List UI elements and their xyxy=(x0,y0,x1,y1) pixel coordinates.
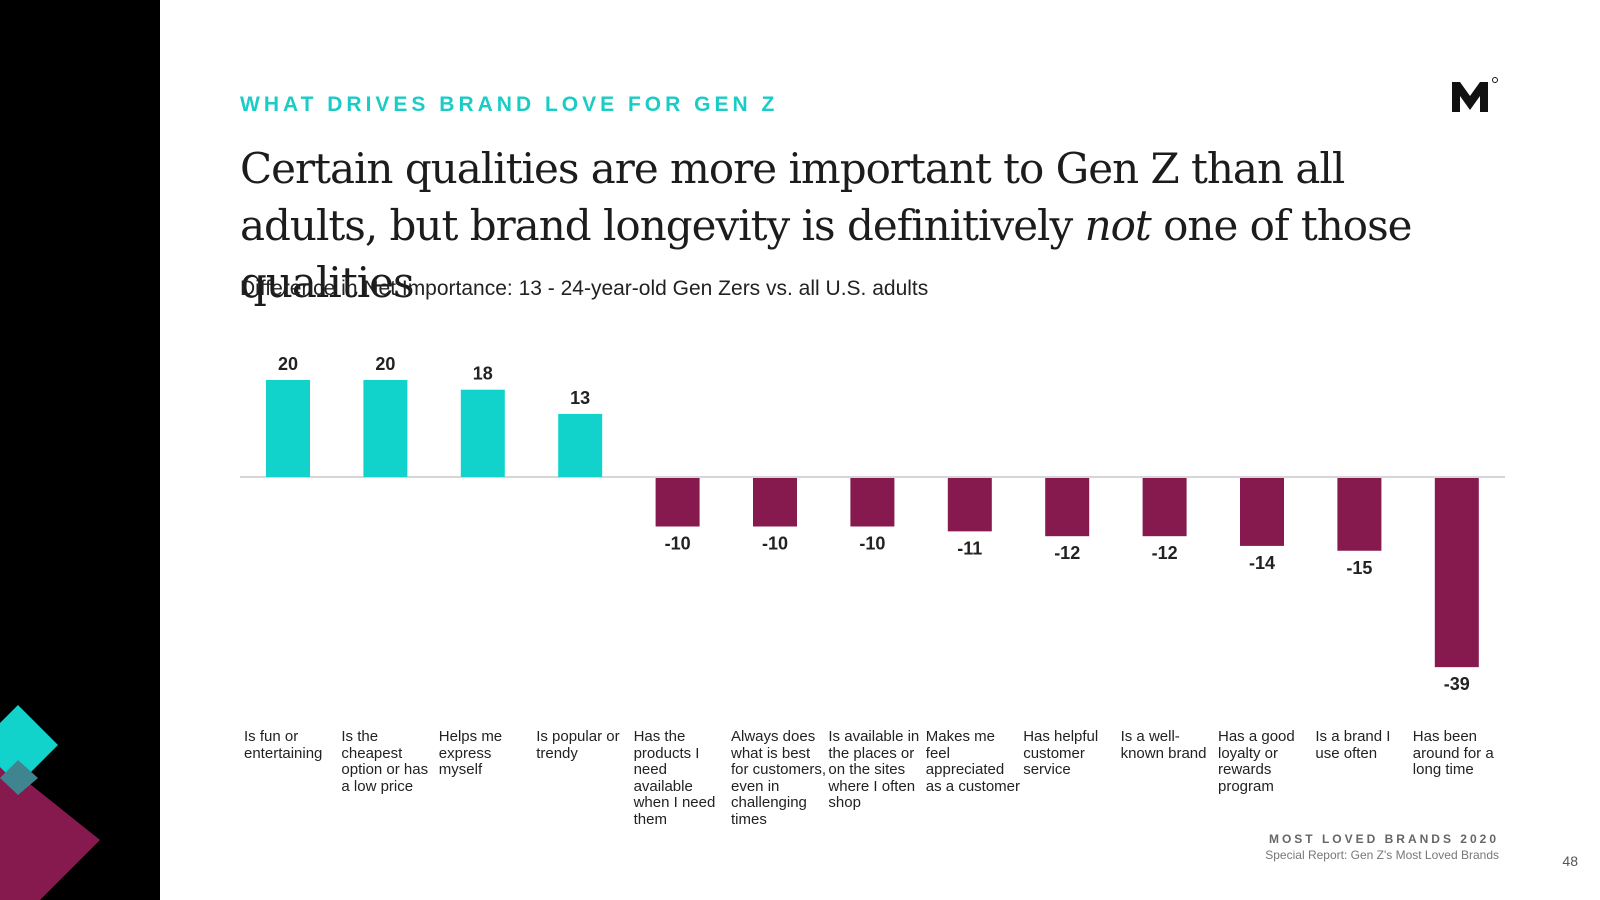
value-label-4: 13 xyxy=(570,388,590,408)
category-label-8: Makes me feel appreciated as a customer xyxy=(925,728,1021,795)
headline-emphasis: not xyxy=(1084,201,1152,250)
bar-13 xyxy=(1434,478,1479,668)
bar-7 xyxy=(850,478,895,527)
category-label-3: Helps me express myself xyxy=(438,728,503,778)
footer-subtitle: Special Report: Gen Z's Most Loved Brand… xyxy=(1265,848,1499,862)
headline-part2: one of those qualities xyxy=(240,201,1412,307)
value-label-3: 18 xyxy=(473,364,493,384)
value-label-9: -12 xyxy=(1054,543,1080,563)
headline: Certain qualities are more important to … xyxy=(240,140,1420,311)
value-label-10: -12 xyxy=(1152,543,1178,563)
value-label-13: -39 xyxy=(1444,674,1470,694)
bar-6 xyxy=(753,478,797,527)
value-label-8: -11 xyxy=(957,538,982,558)
brand-logo-icon xyxy=(1452,77,1498,112)
eyebrow-title: WHAT DRIVES BRAND LOVE FOR GEN Z xyxy=(240,93,779,116)
category-label-5: Has the products I need available when I… xyxy=(633,728,716,828)
category-label-11: Has a good loyalty or rewards program xyxy=(1218,728,1295,795)
bar-3 xyxy=(460,389,505,477)
value-label-12: -15 xyxy=(1346,558,1372,578)
bar-10 xyxy=(1142,478,1187,537)
value-label-2: 20 xyxy=(375,354,395,374)
value-label-6: -10 xyxy=(762,534,788,554)
category-label-12: Is a brand I use often xyxy=(1315,728,1391,762)
headline-part1: Certain qualities are more important to … xyxy=(240,144,1345,250)
bar-1 xyxy=(266,380,310,477)
category-label-1: Is fun or entertaining xyxy=(244,728,323,762)
bar-9 xyxy=(1045,478,1090,537)
bar-4 xyxy=(558,413,603,477)
value-label-7: -10 xyxy=(859,534,885,554)
category-label-13: Has been around for a long time xyxy=(1412,728,1494,778)
decorative-diamonds xyxy=(0,705,100,900)
value-label-1: 20 xyxy=(278,354,298,374)
value-label-11: -14 xyxy=(1249,553,1275,573)
category-label-10: Is a well-known brand xyxy=(1120,728,1207,762)
value-label-5: -10 xyxy=(665,534,691,554)
bar-12 xyxy=(1337,478,1382,551)
category-label-7: Is available in the places or on the sit… xyxy=(828,728,920,811)
category-label-2: Is the cheapest option or has a low pric… xyxy=(341,728,429,795)
footer-title: MOST LOVED BRANDS 2020 xyxy=(1268,832,1499,846)
page-number: 48 xyxy=(1562,853,1578,869)
bar-5 xyxy=(655,478,700,527)
category-label-6: Always does what is best for customers, … xyxy=(731,728,827,828)
chart-subtitle: Difference in Net Importance: 13 - 24-ye… xyxy=(240,277,929,300)
bar-2 xyxy=(363,380,408,477)
category-label-4: Is popular or trendy xyxy=(536,728,620,762)
bar-8 xyxy=(947,478,992,532)
overlap-diamond xyxy=(0,760,38,795)
category-label-9: Has helpful customer service xyxy=(1023,728,1099,778)
bar-11 xyxy=(1240,478,1284,546)
magenta-diamond xyxy=(0,760,100,900)
